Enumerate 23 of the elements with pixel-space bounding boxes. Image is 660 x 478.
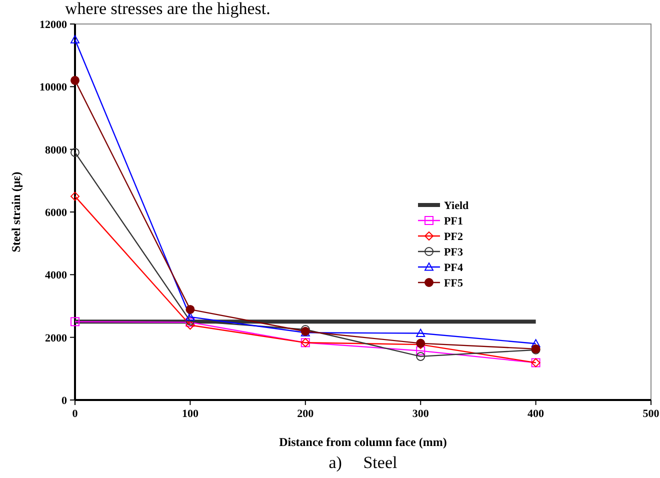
legend-label: PF4 (444, 262, 464, 274)
legend-label: Yield (444, 200, 469, 212)
y-axis-title: Steel strain (με) (9, 172, 23, 252)
y-tick-label: 8000 (45, 144, 68, 156)
legend-label: PF2 (444, 231, 464, 243)
x-tick-label: 400 (528, 408, 545, 420)
y-tick-label: 0 (62, 395, 68, 407)
x-axis-title: Distance from column face (mm) (279, 435, 447, 449)
legend-label: PF3 (444, 246, 464, 258)
y-tick-label: 2000 (45, 332, 68, 344)
text: where stresses are the highest. (65, 0, 270, 18)
x-tick-label: 500 (642, 408, 660, 420)
x-tick-label: 100 (182, 408, 199, 420)
legend-label: FF5 (444, 278, 464, 290)
y-tick-label: 12000 (40, 19, 68, 31)
y-tick-label: 4000 (45, 270, 68, 282)
x-tick-label: 300 (412, 408, 430, 420)
x-tick-label: 200 (297, 408, 314, 420)
x-tick-label: 0 (72, 408, 78, 420)
text: a) Steel (328, 453, 398, 472)
legend-label: PF1 (444, 216, 463, 228)
y-tick-label: 10000 (40, 82, 68, 94)
y-tick-label: 6000 (45, 207, 68, 219)
